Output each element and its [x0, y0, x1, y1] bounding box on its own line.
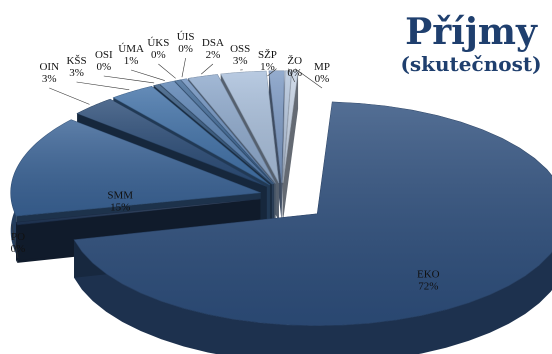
leader-line — [288, 68, 295, 83]
leader-line — [49, 87, 90, 105]
pie-slice-highlight — [283, 70, 299, 183]
chart-title-block: Příjmy (skutečnost) — [396, 11, 546, 76]
pie-slice-highlight — [153, 84, 272, 185]
slice-label-uis: ÚIS 0% — [177, 31, 195, 55]
pie-slice-highlight — [180, 78, 275, 184]
pie-slice-highlight — [220, 71, 279, 183]
slice-label-dsa: DSA 2% — [202, 37, 224, 61]
slice-label-szp: SŽP 1% — [258, 49, 277, 73]
pie-slice-highlight — [113, 86, 270, 185]
pie-slice-highlight — [174, 79, 274, 184]
leader-line — [131, 69, 165, 81]
chart-subtitle: (skutečnost) — [400, 51, 542, 76]
slice-label-kss: KŠS 3% — [66, 55, 86, 79]
leader-line — [267, 68, 277, 77]
pie-slice-highlight — [188, 74, 276, 184]
pie-slice-highlight — [77, 99, 267, 187]
pie-slice-highlight — [268, 70, 285, 183]
leader-line — [76, 81, 130, 90]
slice-label-oss: OSS 3% — [230, 43, 250, 67]
leader-line — [295, 68, 323, 89]
slice-label-zo: ŽO 0% — [287, 55, 302, 79]
leader-line — [181, 57, 186, 78]
pie-slice-smm — [10, 119, 261, 255]
leader-line — [158, 63, 176, 79]
pie-slice-highlight — [16, 198, 261, 225]
pie-slice-highlight — [10, 119, 261, 217]
leader-line — [201, 63, 214, 75]
slice-label-smm: SMM 15% — [107, 190, 133, 214]
leader-line — [11, 224, 19, 259]
pie-slice-eko — [73, 101, 552, 354]
slice-label-oin: OIN 3% — [39, 61, 59, 85]
slice-label-eko: EKO 72% — [417, 268, 440, 292]
pie-slice-wall — [283, 71, 299, 221]
slice-label-uks: ÚKS 0% — [147, 37, 169, 61]
slice-label-osi: OSI 0% — [95, 49, 113, 73]
chart-title: Příjmy — [405, 11, 537, 53]
slice-label-mp: MP 0% — [314, 61, 330, 85]
slice-label-po: PO 0% — [11, 231, 26, 255]
pie-slice-highlight — [159, 81, 273, 185]
leader-line — [103, 75, 155, 84]
pie-slice-mp — [282, 70, 299, 221]
pie-slice-highlight — [74, 101, 552, 326]
pie-slice-highlight — [282, 70, 292, 183]
slice-label-uma: ÚMA 1% — [118, 43, 144, 67]
